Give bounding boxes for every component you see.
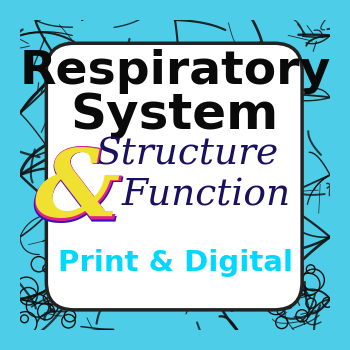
Text: &: & bbox=[33, 145, 124, 242]
Text: Function: Function bbox=[121, 177, 290, 213]
Text: Print & Digital: Print & Digital bbox=[57, 249, 293, 277]
FancyBboxPatch shape bbox=[46, 43, 302, 310]
Text: &: & bbox=[33, 144, 122, 240]
Text: Structure: Structure bbox=[96, 137, 279, 173]
Text: System: System bbox=[71, 91, 279, 139]
Text: &: & bbox=[35, 146, 120, 237]
Text: Respiratory: Respiratory bbox=[19, 49, 331, 94]
